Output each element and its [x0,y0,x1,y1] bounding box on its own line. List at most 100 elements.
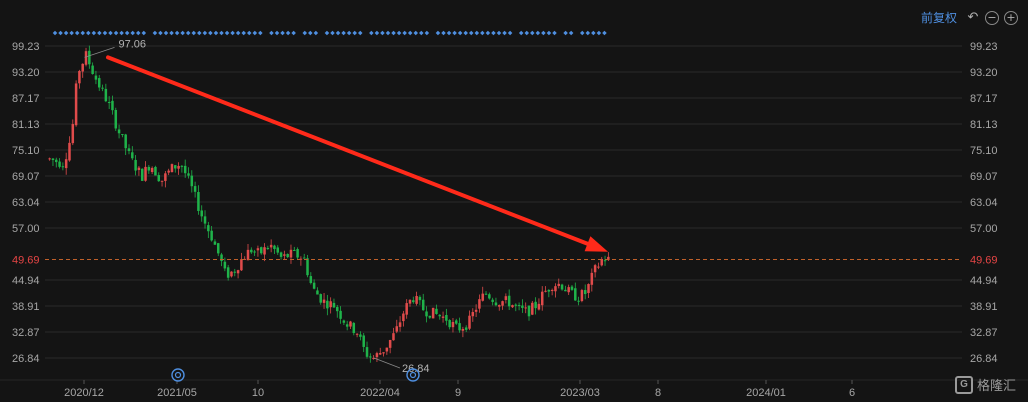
candle [286,253,289,259]
candle-body [471,312,475,317]
event-markers[interactable] [171,368,420,382]
signal-dot [324,30,330,36]
candle-body [342,320,346,323]
candle [507,289,511,310]
candle-body [61,166,65,168]
candle [547,289,551,298]
candle [329,297,332,314]
candle-body [451,322,455,328]
candle [438,314,442,320]
signal-dot [241,30,246,36]
signal-dot [197,30,202,36]
signal-dot [252,30,258,36]
candle-body [349,321,352,327]
signal-dot [385,30,391,36]
event-marker-icon[interactable] [171,368,185,382]
candle-body [150,167,154,173]
candle [375,351,379,363]
candle [147,164,151,174]
signal-dot [219,30,224,36]
signal-dot [485,30,491,36]
signal-dot [502,30,507,36]
candle [531,300,534,316]
signal-dot [152,30,158,36]
candle [580,288,584,303]
candle [253,249,256,256]
signal-dot [302,30,308,36]
candle-body [78,70,81,84]
event-marker-icon[interactable] [406,368,420,382]
adjustment-mode-button[interactable]: 前复权 [920,11,957,25]
signal-dot [524,30,530,36]
candle-body [398,322,402,327]
candle-body [418,296,422,301]
candle-body [461,328,465,331]
candle-body [104,88,108,102]
candle [395,319,399,334]
candle [246,243,250,261]
signal-dot [191,30,197,36]
zoom-out-icon[interactable]: − [985,10,999,25]
candle [104,83,108,103]
candle-body [302,257,306,259]
candle [213,239,217,245]
undo-icon[interactable]: ↶ [967,9,979,25]
signal-dot [480,30,485,36]
candle-body [91,65,94,75]
candle-body [455,320,458,324]
candle [233,268,237,277]
candle [435,304,438,315]
candle-body [250,249,253,253]
candle-body [574,288,577,301]
candle [382,352,385,357]
x-axis: 2020/12 2021/05 10 2022/04 9 2023/03 8 2024/01 6 [0,379,1028,399]
candle-body [507,295,511,307]
candle-body [269,244,273,248]
y-tick-label-right: 44.94 [970,275,998,287]
candle [336,304,339,318]
candle-body [84,51,88,65]
candle [197,185,200,215]
y-tick-label-right: 81.13 [970,119,998,131]
candle-body [405,303,408,315]
candle-body [369,356,372,358]
candle-body [203,216,207,224]
candle-body [121,134,124,136]
candle-body [170,164,174,173]
candle-body [263,247,266,255]
signal-dot [130,30,135,36]
candle-body [412,300,415,303]
candle-body [309,276,313,283]
signal-dot [452,30,457,36]
candle [544,286,547,293]
candle-body [438,314,442,317]
candle [259,246,263,255]
candle-body [147,166,151,171]
candle [557,278,561,289]
candle [203,210,207,229]
zoom-in-icon[interactable]: + [1004,10,1018,25]
candle-body [137,167,141,170]
candle-body [230,271,233,277]
x-tick-label: 8 [655,387,661,399]
signal-dot [185,30,191,36]
signal-dot [63,30,69,36]
signal-dot [457,30,463,36]
signal-dot [235,30,241,36]
candle-body [94,75,98,80]
high-leader-line [84,46,115,58]
candle-body [345,324,349,327]
signal-dot [491,30,496,36]
y-tick-label-right: 99.23 [970,41,998,53]
x-tick-label: 9 [455,387,461,399]
candle [488,292,491,300]
y-tick-label-right: 87.17 [970,93,998,105]
signal-dot [419,30,424,36]
candle [388,339,392,354]
candle-body [497,305,501,307]
candle-body [359,334,362,337]
signal-dot [69,30,74,36]
candle [481,286,484,302]
signal-dot [280,30,285,36]
